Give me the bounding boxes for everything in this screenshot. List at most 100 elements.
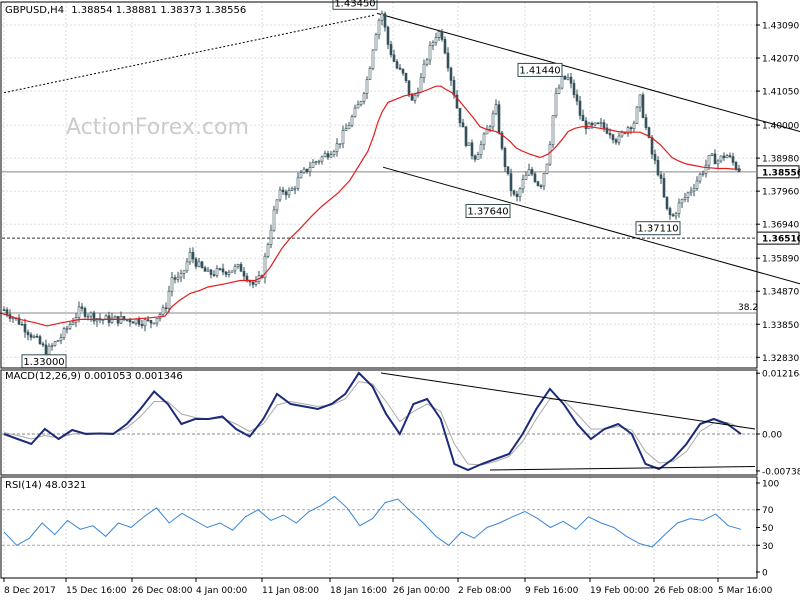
price-panel: ActionForex.com 1.38556 1.36510 38.2 1.434… — [0, 0, 800, 369]
candle-body — [197, 261, 201, 267]
candle-body — [239, 264, 243, 272]
rsi-tick-label: 30 — [762, 542, 774, 552]
watermark: ActionForex.com — [66, 115, 249, 140]
candle-body — [425, 59, 429, 65]
candle-body — [596, 122, 600, 125]
time-tick-label: 9 Feb 16:00 — [525, 586, 579, 596]
candle-body — [341, 130, 345, 145]
candle-body — [275, 199, 279, 211]
candle-body — [599, 122, 603, 124]
price-annotations: 1.43450 1.41440 1.37640 1.37110 1.33000 — [21, 0, 681, 369]
candle-body — [668, 208, 672, 216]
level-tag-label: 1.36510 — [762, 235, 800, 245]
candle-body — [287, 190, 291, 196]
price-tick-label: 1.38980 — [762, 155, 799, 165]
candle-body — [173, 277, 177, 280]
candle-body — [587, 122, 591, 130]
price-tick-label: 1.35890 — [762, 255, 799, 265]
candle-body — [647, 127, 651, 138]
candle-body — [563, 75, 567, 80]
candle-body — [278, 189, 282, 201]
moving-average-line — [0, 85, 742, 327]
candle-body — [380, 13, 384, 21]
candle-body — [68, 324, 72, 329]
candle-body — [209, 269, 213, 275]
ohlc-label: 1.38854 1.38881 1.38373 1.38556 — [71, 5, 246, 16]
candle-body — [632, 122, 636, 130]
price-tick-label: 1.40000 — [762, 122, 799, 132]
candle-body — [620, 132, 624, 137]
price-annotation-box — [465, 204, 511, 219]
candle-body — [284, 191, 288, 196]
candle-body — [695, 180, 699, 189]
candle-body — [167, 290, 171, 309]
candle-body — [401, 68, 405, 74]
candle-body — [215, 268, 219, 276]
candle-body — [488, 126, 492, 130]
candle-body — [218, 268, 222, 270]
candle-body — [374, 34, 378, 51]
candle-body — [86, 315, 90, 318]
candle-body — [665, 196, 669, 209]
candle-body — [560, 75, 564, 89]
candle-body — [707, 155, 711, 166]
time-tick-label: 8 Dec 2017 — [4, 586, 56, 596]
price-lines — [0, 85, 742, 327]
candle-body — [713, 153, 717, 165]
candle-body — [335, 143, 339, 152]
candle-body — [251, 281, 255, 285]
candle-body — [71, 321, 75, 325]
candle-body — [389, 44, 393, 56]
candle-body — [386, 26, 390, 45]
candle-body — [110, 317, 114, 323]
price-tick-label: 1.32830 — [762, 354, 799, 364]
candle-body — [50, 345, 54, 347]
candle-body — [404, 72, 408, 81]
macd-title: MACD(12,26,9) 0.001053 0.001346 — [5, 371, 183, 382]
channel-upper-line — [376, 12, 800, 133]
candle-body — [161, 307, 165, 315]
price-annotation-label: 1.43450 — [334, 0, 375, 9]
rsi-line — [3, 495, 742, 548]
candle-body — [338, 143, 342, 146]
candle-body — [470, 142, 474, 157]
panel-frame-2 — [0, 476, 758, 579]
candle-body — [329, 154, 333, 158]
candle-body — [194, 258, 198, 267]
candle-body — [398, 67, 402, 70]
candle-body — [704, 164, 708, 174]
macd-trendline — [489, 466, 756, 471]
candle-body — [113, 316, 117, 319]
candle-body — [545, 163, 549, 174]
time-tick-label: 4 Jan 00:00 — [196, 586, 248, 596]
candle-body — [392, 54, 396, 62]
candle-body — [656, 160, 660, 176]
panel-frame-0 — [0, 1, 758, 369]
candle-body — [464, 126, 468, 146]
candle-body — [494, 104, 498, 115]
candle-body — [134, 318, 138, 324]
candle-body — [473, 155, 477, 160]
macd-tick-label: -0.007384 — [762, 467, 800, 477]
candle-body — [203, 267, 207, 272]
candle-body — [314, 161, 318, 163]
candle-body — [479, 144, 483, 155]
candle-body — [635, 106, 639, 124]
candle-body — [53, 341, 57, 346]
candle-body — [482, 133, 486, 146]
candle-body — [662, 178, 666, 198]
price-axis: 1.43090 1.42070 1.41050 1.40000 1.38980 1.379… — [756, 21, 799, 364]
candle-body — [440, 31, 444, 40]
candle-body — [551, 115, 555, 145]
price-levels: 1.38556 1.36510 38.2 — [2, 165, 800, 314]
candle-body — [59, 337, 63, 341]
candle-body — [659, 174, 663, 179]
candle-body — [566, 76, 570, 80]
candle-body — [395, 61, 399, 69]
candle-body — [11, 317, 15, 320]
candle-body — [23, 323, 27, 333]
candle-body — [299, 172, 303, 179]
price-annotation-box — [332, 0, 378, 10]
candle-body — [515, 193, 519, 197]
